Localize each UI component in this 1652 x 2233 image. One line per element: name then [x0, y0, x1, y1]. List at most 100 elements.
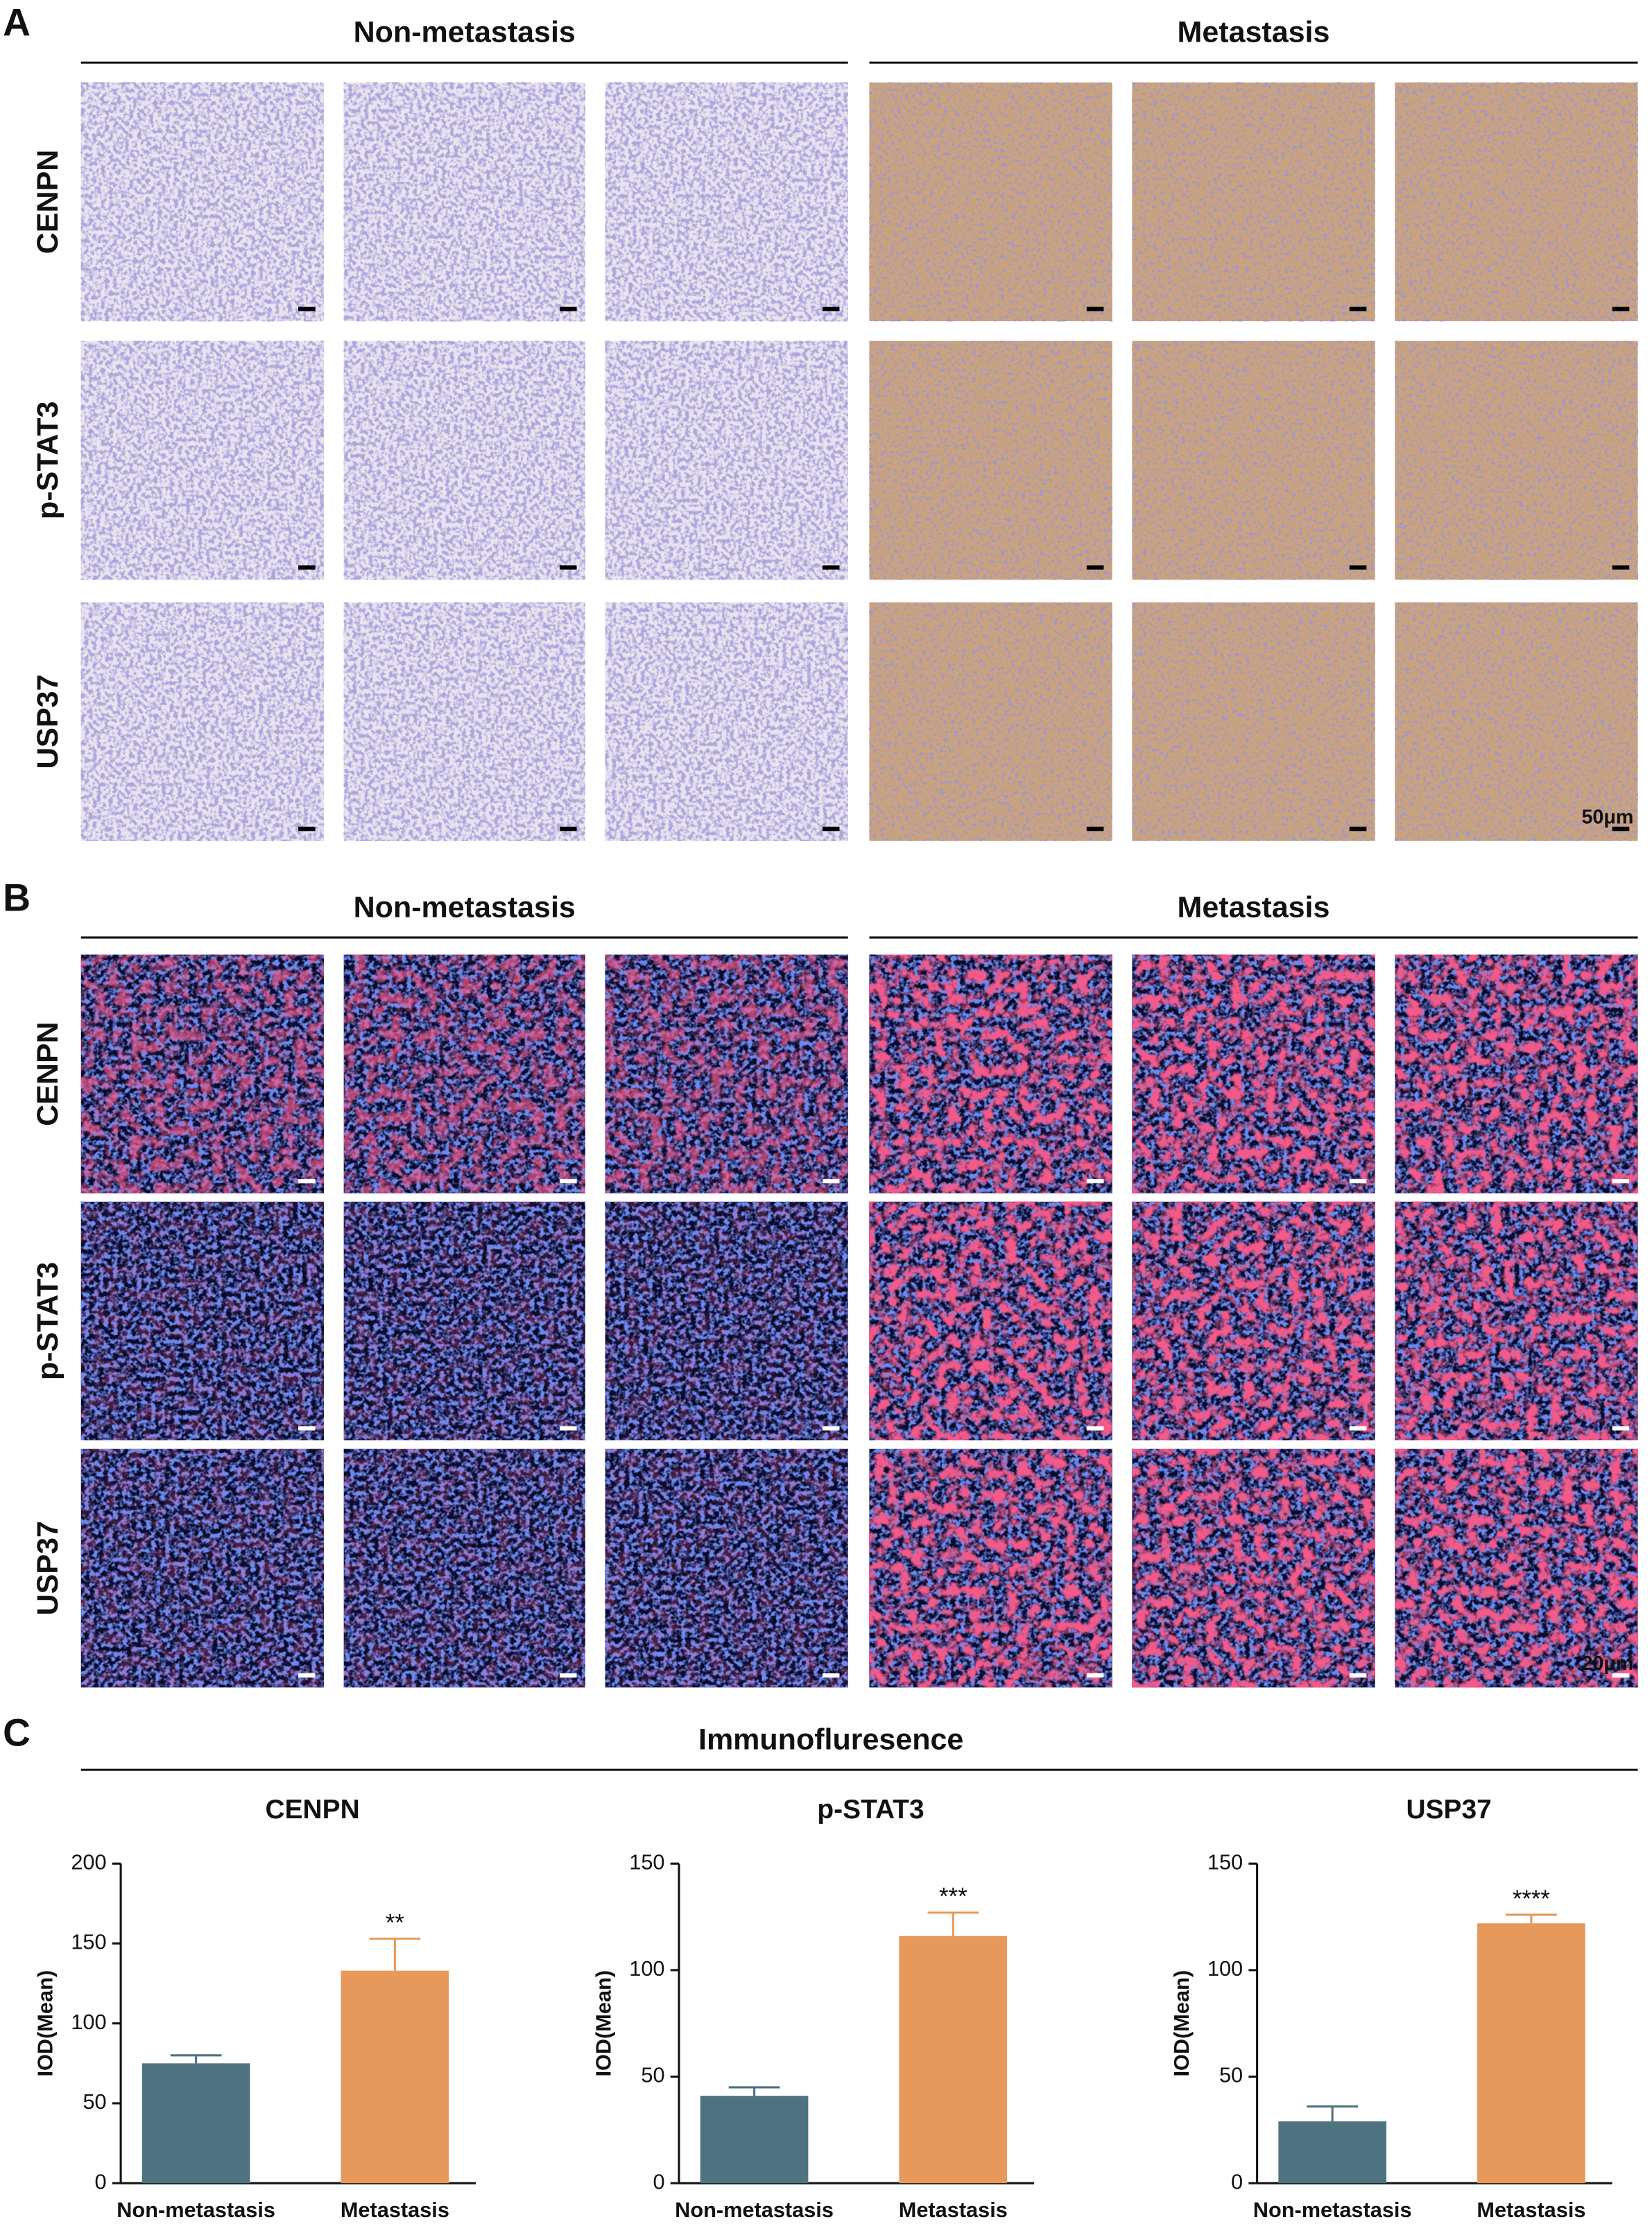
panel-letter: C: [3, 1712, 31, 1754]
scale-bar: [1349, 307, 1367, 311]
scale-bar: [1612, 565, 1630, 570]
micrograph: [605, 602, 848, 841]
group-header: Metastasis: [1178, 16, 1330, 49]
row-label: CENPN: [31, 1021, 64, 1126]
row-label: p-STAT3: [31, 1262, 64, 1380]
chart-title: p-STAT3: [817, 1795, 924, 1825]
stain: [1132, 954, 1375, 1193]
micrograph: [80, 602, 324, 841]
micrograph: [343, 602, 585, 841]
y-axis-label: IOD(Mean): [592, 1970, 616, 2077]
significance: ***: [939, 1883, 967, 1911]
stain: [605, 1201, 848, 1440]
tissue-texture: [1132, 340, 1375, 580]
micrograph: [343, 340, 585, 580]
y-tick-label: 150: [71, 1930, 106, 1954]
micrograph: [1395, 602, 1638, 841]
tissue-texture: [869, 340, 1112, 580]
micrograph: [869, 1449, 1112, 1688]
x-tick-label: Non-metastasis: [675, 2198, 834, 2222]
scale-bar: [1086, 827, 1104, 831]
scale-bar: [1349, 1673, 1367, 1678]
scale-bar: [298, 1179, 316, 1184]
micrograph: [1132, 602, 1375, 841]
scale-bar: [1086, 1673, 1104, 1678]
stain: [343, 1201, 585, 1440]
bar: [1477, 1923, 1585, 2184]
tissue-texture: [1395, 82, 1638, 322]
micrograph: [869, 340, 1112, 580]
micrograph: [605, 82, 848, 322]
x-tick-label: Non-metastasis: [1253, 2198, 1412, 2222]
section-title: Immunofluresence: [698, 1723, 963, 1757]
scale-bar: [559, 565, 577, 570]
significance: **: [386, 1909, 404, 1936]
micrograph: [1395, 340, 1638, 580]
y-axis-label: IOD(Mean): [33, 1970, 58, 2077]
micrograph: [343, 954, 585, 1193]
stain: [1132, 1449, 1375, 1688]
y-tick-label: 50: [641, 2063, 664, 2087]
micrograph: [80, 954, 324, 1193]
tissue-texture: [80, 602, 324, 841]
micrograph: [869, 602, 1112, 841]
stain: [80, 954, 324, 1193]
scale-bar: [559, 1673, 577, 1678]
tissue-texture: [1395, 340, 1638, 580]
stain: [605, 1449, 848, 1688]
micrograph: [80, 1449, 324, 1688]
scale-bar: [298, 1673, 316, 1678]
stain: [869, 954, 1112, 1193]
scale-bar: [822, 1426, 840, 1431]
scale-bar: [822, 565, 840, 570]
micrograph: [1132, 82, 1375, 322]
x-tick-label: Metastasis: [899, 2198, 1008, 2222]
micrograph: [80, 340, 324, 580]
y-tick-label: 0: [1231, 2169, 1243, 2193]
micrograph: [1395, 82, 1638, 322]
micrograph: [1395, 1449, 1638, 1688]
scale-bar: [822, 1179, 840, 1184]
y-tick-label: 100: [629, 1956, 664, 1981]
stain: [80, 1449, 324, 1688]
y-tick-label: 200: [71, 1850, 106, 1874]
y-tick-label: 100: [71, 2010, 106, 2034]
scale-bar: [1349, 565, 1367, 570]
micrograph: [1132, 1449, 1375, 1688]
y-tick-label: 50: [83, 2089, 106, 2114]
stain: [869, 1201, 1112, 1440]
micrograph: [605, 1449, 848, 1688]
tissue-texture: [605, 602, 848, 841]
scale-bar: [822, 827, 840, 831]
scale-bar: [1612, 1179, 1630, 1184]
row-label: USP37: [31, 1521, 64, 1615]
stain: [343, 954, 585, 1193]
tissue-texture: [1132, 602, 1375, 841]
scale-bar: [1086, 307, 1104, 311]
chart-title: CENPN: [265, 1795, 359, 1825]
micrograph: [869, 1201, 1112, 1440]
tissue-texture: [1395, 602, 1638, 841]
stain: [1132, 1201, 1375, 1440]
stain: [80, 1201, 324, 1440]
micrograph: [869, 954, 1112, 1193]
micrograph: [80, 1201, 324, 1440]
group-header: Non-metastasis: [354, 890, 576, 924]
stain: [869, 1449, 1112, 1688]
scale-bar: [822, 1673, 840, 1678]
bar: [1278, 2121, 1386, 2184]
scale-bar: [1349, 1179, 1367, 1184]
scale-bar: [1612, 1426, 1630, 1431]
y-axis-label: IOD(Mean): [1169, 1970, 1194, 2077]
scale-bar: [559, 307, 577, 311]
micrograph: [343, 1449, 585, 1688]
micrograph: [1132, 1201, 1375, 1440]
micrograph: [605, 1201, 848, 1440]
tissue-texture: [80, 82, 324, 322]
panel-letter: A: [3, 1, 31, 44]
micrograph: [1132, 340, 1375, 580]
row-label: p-STAT3: [31, 402, 64, 519]
scale-bar: [1612, 1673, 1630, 1678]
tissue-texture: [343, 340, 585, 580]
